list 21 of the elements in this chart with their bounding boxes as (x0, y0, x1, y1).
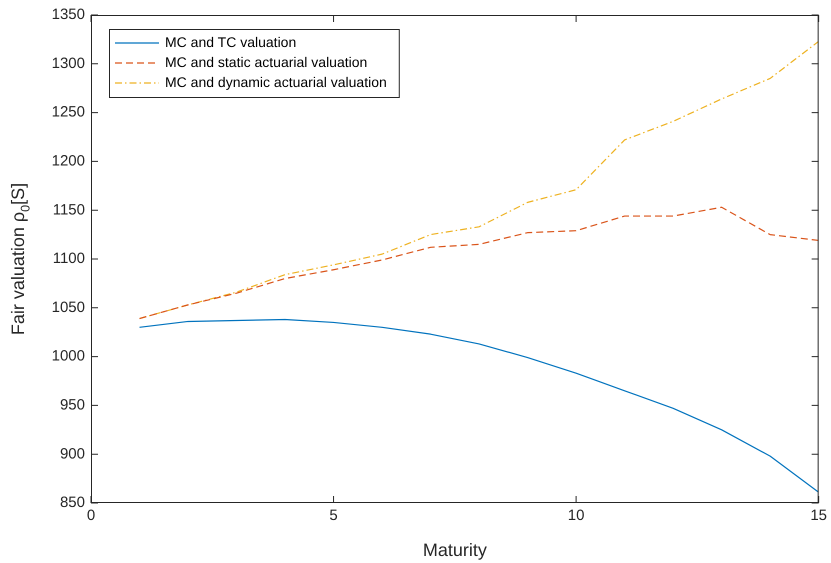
y-tick-label: 1200 (52, 152, 85, 170)
y-tick-label: 900 (60, 445, 85, 462)
x-tick-label: 0 (86, 507, 96, 524)
y-tick-label: 850 (60, 494, 85, 512)
x-tick-label: 15 (810, 507, 827, 524)
y-tick-label: 1000 (52, 348, 85, 365)
y-axis-title: Fair valuation ρ0[S] (8, 182, 32, 336)
y-tick-label: 1050 (52, 298, 85, 316)
legend-label: MC and static actuarial valuation (165, 54, 368, 70)
y-tick-label: 950 (60, 396, 85, 414)
x-tick-label: 10 (568, 507, 584, 524)
y-tick-label: 1350 (52, 6, 85, 24)
legend-label: MC and TC valuation (165, 34, 296, 50)
y-tick-label: 1100 (52, 250, 85, 268)
y-tick-label: 1250 (52, 104, 85, 121)
x-axis-title: Maturity (422, 540, 487, 560)
y-tick-label: 1300 (52, 54, 85, 72)
legend-label: MC and dynamic actuarial valuation (165, 74, 387, 90)
x-tick-label: 5 (329, 507, 338, 524)
line-series (138, 206, 819, 320)
y-tick-label: 1150 (52, 201, 85, 218)
